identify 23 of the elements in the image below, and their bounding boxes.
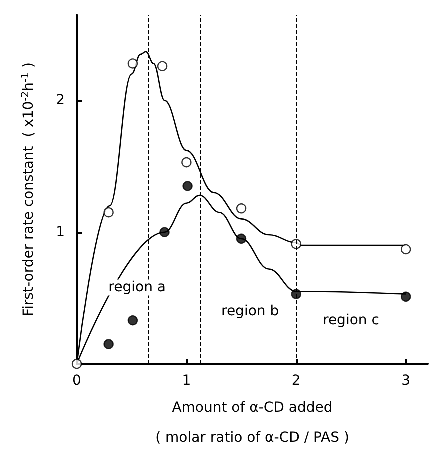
point: [236, 204, 247, 214]
x-tick-label: 3: [402, 373, 411, 390]
x-axis-title: Amount of α-CD added ( molar ratio of α-CD / PAS ): [156, 400, 350, 446]
point: [104, 339, 114, 350]
x-tick-label: 1: [182, 373, 192, 390]
point: [160, 227, 170, 238]
x-tick-label: 0: [72, 373, 82, 390]
point: [182, 181, 193, 192]
point: [72, 359, 82, 370]
point: [157, 61, 168, 72]
annotation: region b: [221, 303, 280, 320]
point: [128, 58, 138, 69]
point: [104, 208, 114, 218]
annotation: region c: [323, 312, 380, 329]
point: [128, 316, 138, 326]
point: [182, 157, 192, 168]
point: [236, 234, 247, 244]
point: [400, 292, 412, 302]
point: [400, 244, 412, 255]
x-tick-label: 2: [292, 373, 301, 390]
point: [291, 289, 302, 300]
y-axis-title: First-order rate constant ( x10-2h-1 ): [20, 62, 37, 317]
annotation: region a: [108, 280, 166, 296]
